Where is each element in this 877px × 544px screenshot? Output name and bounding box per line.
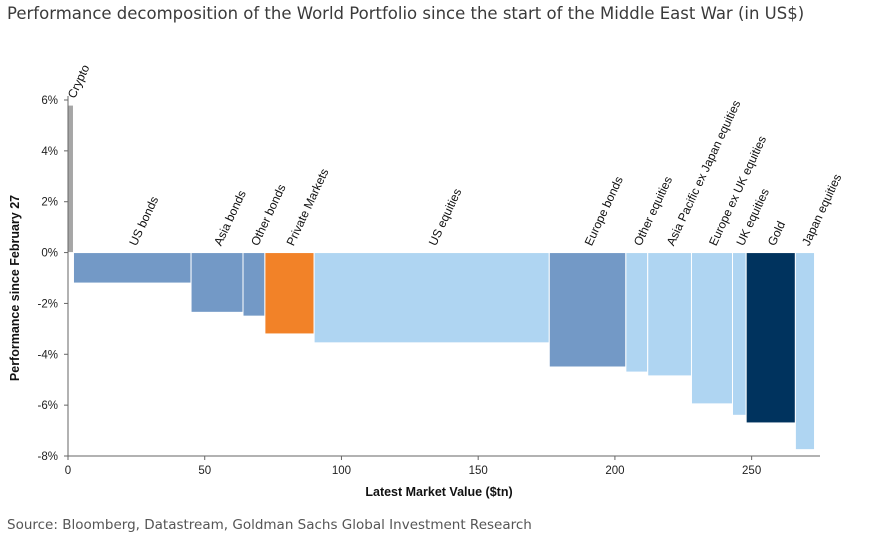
category-label-gold: Gold — [765, 219, 788, 248]
x-tick-label: 250 — [742, 465, 761, 477]
bar-uk-equities — [731, 252, 747, 416]
category-label-us-bonds: US bonds — [126, 194, 161, 248]
x-axis-title: Latest Market Value ($tn) — [365, 485, 512, 499]
category-label-private-markets: Private Markets — [284, 166, 332, 247]
category-label-japan-equities: Japan equities — [799, 172, 844, 248]
bar-japan-equities — [794, 252, 816, 451]
x-tick-label: 200 — [605, 465, 624, 477]
bar-asia-pacific-ex-japan-equities — [647, 252, 692, 377]
x-axis-ticks: 0 50 100 150 200 250 — [65, 456, 761, 477]
y-axis-ticks: 6% 4% 2% 0% -2% -4% -6% -8% — [38, 95, 68, 463]
bars-layer — [67, 104, 816, 451]
y-tick-label: -4% — [38, 349, 58, 361]
category-label-europe-bonds: Europe bonds — [582, 174, 626, 248]
category-label-other-bonds: Other bonds — [248, 182, 289, 248]
source-note: Source: Bloomberg, Datastream, Goldman S… — [7, 517, 532, 533]
x-tick-label: 100 — [332, 465, 351, 477]
bar-asia-bonds — [190, 252, 244, 313]
bar-crypto — [67, 104, 74, 254]
y-tick-label: 0% — [41, 248, 58, 260]
y-tick-label: 6% — [41, 95, 58, 107]
y-axis-title: Performance since February 27 — [8, 195, 22, 381]
x-tick-label: 150 — [469, 465, 488, 477]
y-tick-label: 4% — [41, 146, 58, 158]
y-tick-label: -6% — [38, 400, 58, 412]
bar-other-equities — [625, 252, 649, 373]
y-tick-label: 2% — [41, 197, 58, 209]
category-label-crypto: Crypto — [65, 62, 93, 100]
category-label-asia-pacific-ex-japan-equities: Asia Pacific ex Japan equities — [664, 98, 744, 248]
category-label-us-equities: US equities — [426, 186, 465, 248]
bar-us-bonds — [72, 252, 192, 284]
bar-other-bonds — [242, 252, 266, 317]
bar-europe-bonds — [548, 252, 627, 368]
x-tick-label: 0 — [65, 465, 71, 477]
y-tick-label: -8% — [38, 451, 58, 463]
chart-title: Performance decomposition of the World P… — [7, 4, 805, 23]
bar-gold — [745, 252, 796, 424]
category-labels: Crypto US bonds Asia bonds Other bondsPriva… — [65, 62, 845, 248]
x-tick-label: 50 — [198, 465, 211, 477]
y-tick-label: -2% — [38, 298, 58, 310]
bar-private-markets — [264, 252, 315, 335]
chart-area: 6% 4% 2% 0% -2% -4% -6% -8% 0 50 100 150 200 250 Cry… — [8, 62, 845, 499]
bar-europe-ex-uk-equities — [690, 252, 733, 405]
category-label-asia-bonds: Asia bonds — [211, 188, 249, 248]
bar-us-equities — [313, 252, 550, 344]
